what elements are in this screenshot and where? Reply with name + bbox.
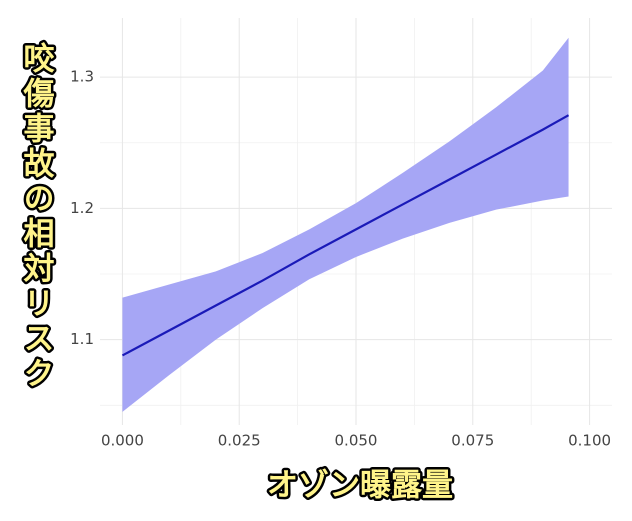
- x-axis-label: オゾン曝露量: [267, 468, 453, 504]
- x-tick-label: 0.025: [218, 432, 261, 450]
- confidence-band: [122, 37, 569, 412]
- y-axis-label: 咬傷事故の相対リスク: [18, 41, 56, 392]
- y-tick-label: 1.3: [70, 68, 94, 86]
- x-tick-label: 0.100: [568, 432, 611, 450]
- x-tick-label: 0.000: [101, 432, 144, 450]
- y-tick-label: 1.1: [70, 330, 94, 348]
- y-tick-label: 1.2: [70, 199, 94, 217]
- x-tick-label: 0.050: [335, 432, 378, 450]
- line: [121, 114, 570, 357]
- x-tick-label: 0.075: [451, 432, 494, 450]
